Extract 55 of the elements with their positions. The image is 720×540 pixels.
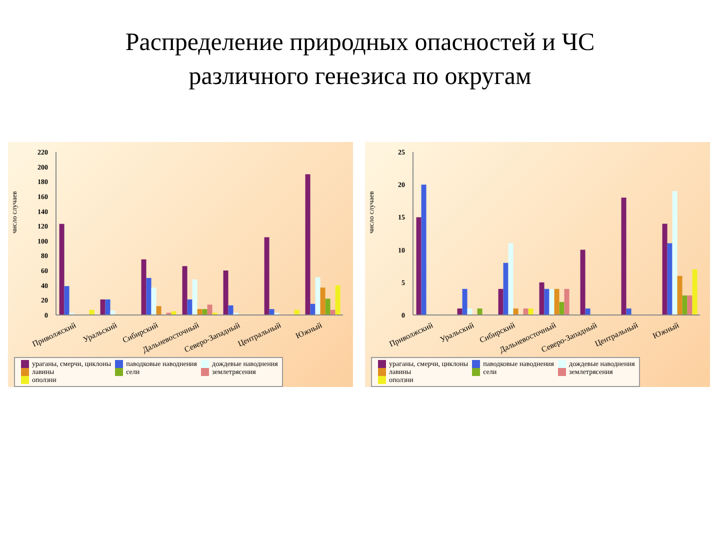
bar	[626, 308, 632, 315]
chart-title: Распределение природных опасностей и ЧС различного генезиса по округам	[124, 28, 596, 92]
bar	[146, 278, 152, 315]
bar	[544, 288, 550, 315]
bar	[310, 304, 316, 315]
bar	[523, 308, 528, 315]
bar	[335, 285, 340, 315]
bar	[187, 299, 192, 315]
bar	[564, 288, 570, 315]
bar	[105, 299, 110, 315]
bar	[692, 269, 698, 315]
bar	[508, 243, 514, 315]
bar	[110, 310, 116, 315]
bar	[305, 174, 310, 315]
bar	[503, 262, 508, 315]
bar	[264, 237, 270, 315]
bar	[325, 298, 330, 315]
bar	[580, 250, 586, 315]
bar	[197, 309, 202, 315]
bar	[549, 288, 554, 315]
bar	[457, 308, 462, 315]
bar	[141, 259, 146, 315]
bar	[528, 308, 534, 315]
bar	[687, 295, 692, 315]
bar	[421, 184, 426, 315]
bar	[462, 288, 468, 315]
bar	[100, 299, 106, 315]
bar	[182, 266, 188, 315]
bar	[223, 270, 228, 315]
bar	[513, 308, 518, 315]
bar	[315, 277, 320, 315]
bar	[269, 309, 274, 315]
bar	[585, 308, 590, 315]
bar	[667, 243, 672, 315]
bar	[192, 279, 198, 315]
bar	[156, 306, 162, 315]
bar	[682, 295, 688, 315]
bar	[207, 304, 212, 315]
bar	[672, 191, 678, 315]
bar	[151, 288, 156, 315]
bar	[320, 288, 326, 315]
bar	[59, 224, 64, 315]
bar	[498, 288, 504, 315]
bar	[621, 198, 626, 315]
bar	[228, 305, 234, 315]
bar	[64, 286, 70, 315]
bar	[467, 308, 472, 315]
bar	[554, 288, 560, 315]
bar	[559, 302, 564, 315]
bar	[539, 282, 544, 315]
bar	[677, 276, 682, 315]
bar	[662, 224, 668, 315]
bar	[477, 308, 482, 315]
bar	[202, 309, 208, 315]
bar	[416, 217, 422, 315]
